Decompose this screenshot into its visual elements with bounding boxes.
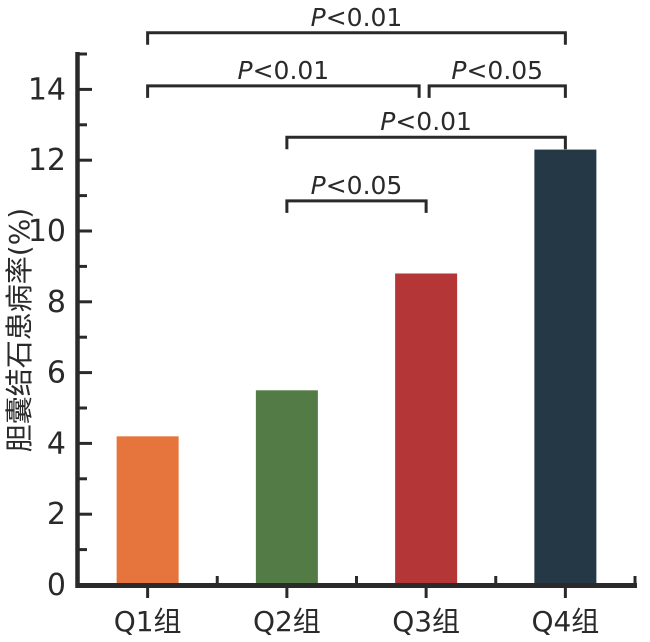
x-tick-label: Q4组 (531, 605, 599, 638)
bracket-label: P<0.05 (311, 171, 403, 200)
x-tick-label: Q2组 (253, 605, 321, 638)
bar (255, 390, 318, 587)
significance-bracket (146, 84, 421, 98)
bracket-label: P<0.01 (238, 56, 330, 85)
significance-bracket (285, 199, 428, 213)
bracket-label: P<0.01 (380, 107, 472, 136)
y-tick-label: 6 (47, 356, 66, 391)
y-tick-label: 10 (28, 214, 66, 249)
y-tick-label: 0 (47, 568, 66, 603)
y-tick-label: 12 (28, 143, 66, 178)
bracket-label: P<0.01 (311, 3, 403, 32)
significance-bracket (285, 135, 567, 150)
x-tick-label: Q3组 (392, 605, 460, 638)
y-tick-label: 2 (47, 497, 66, 532)
significance-bracket (146, 31, 567, 45)
y-tick-label: 14 (28, 72, 66, 107)
x-tick-label: Q1组 (114, 605, 182, 638)
bar (395, 273, 458, 587)
bracket-label: P<0.05 (451, 56, 543, 85)
bar (116, 436, 179, 587)
significance-bracket (427, 84, 567, 98)
y-axis-label: 胆囊结石患病率(%) (3, 208, 36, 452)
y-tick-label: 8 (47, 285, 66, 320)
bar (534, 149, 597, 587)
y-tick-label: 4 (47, 426, 66, 461)
